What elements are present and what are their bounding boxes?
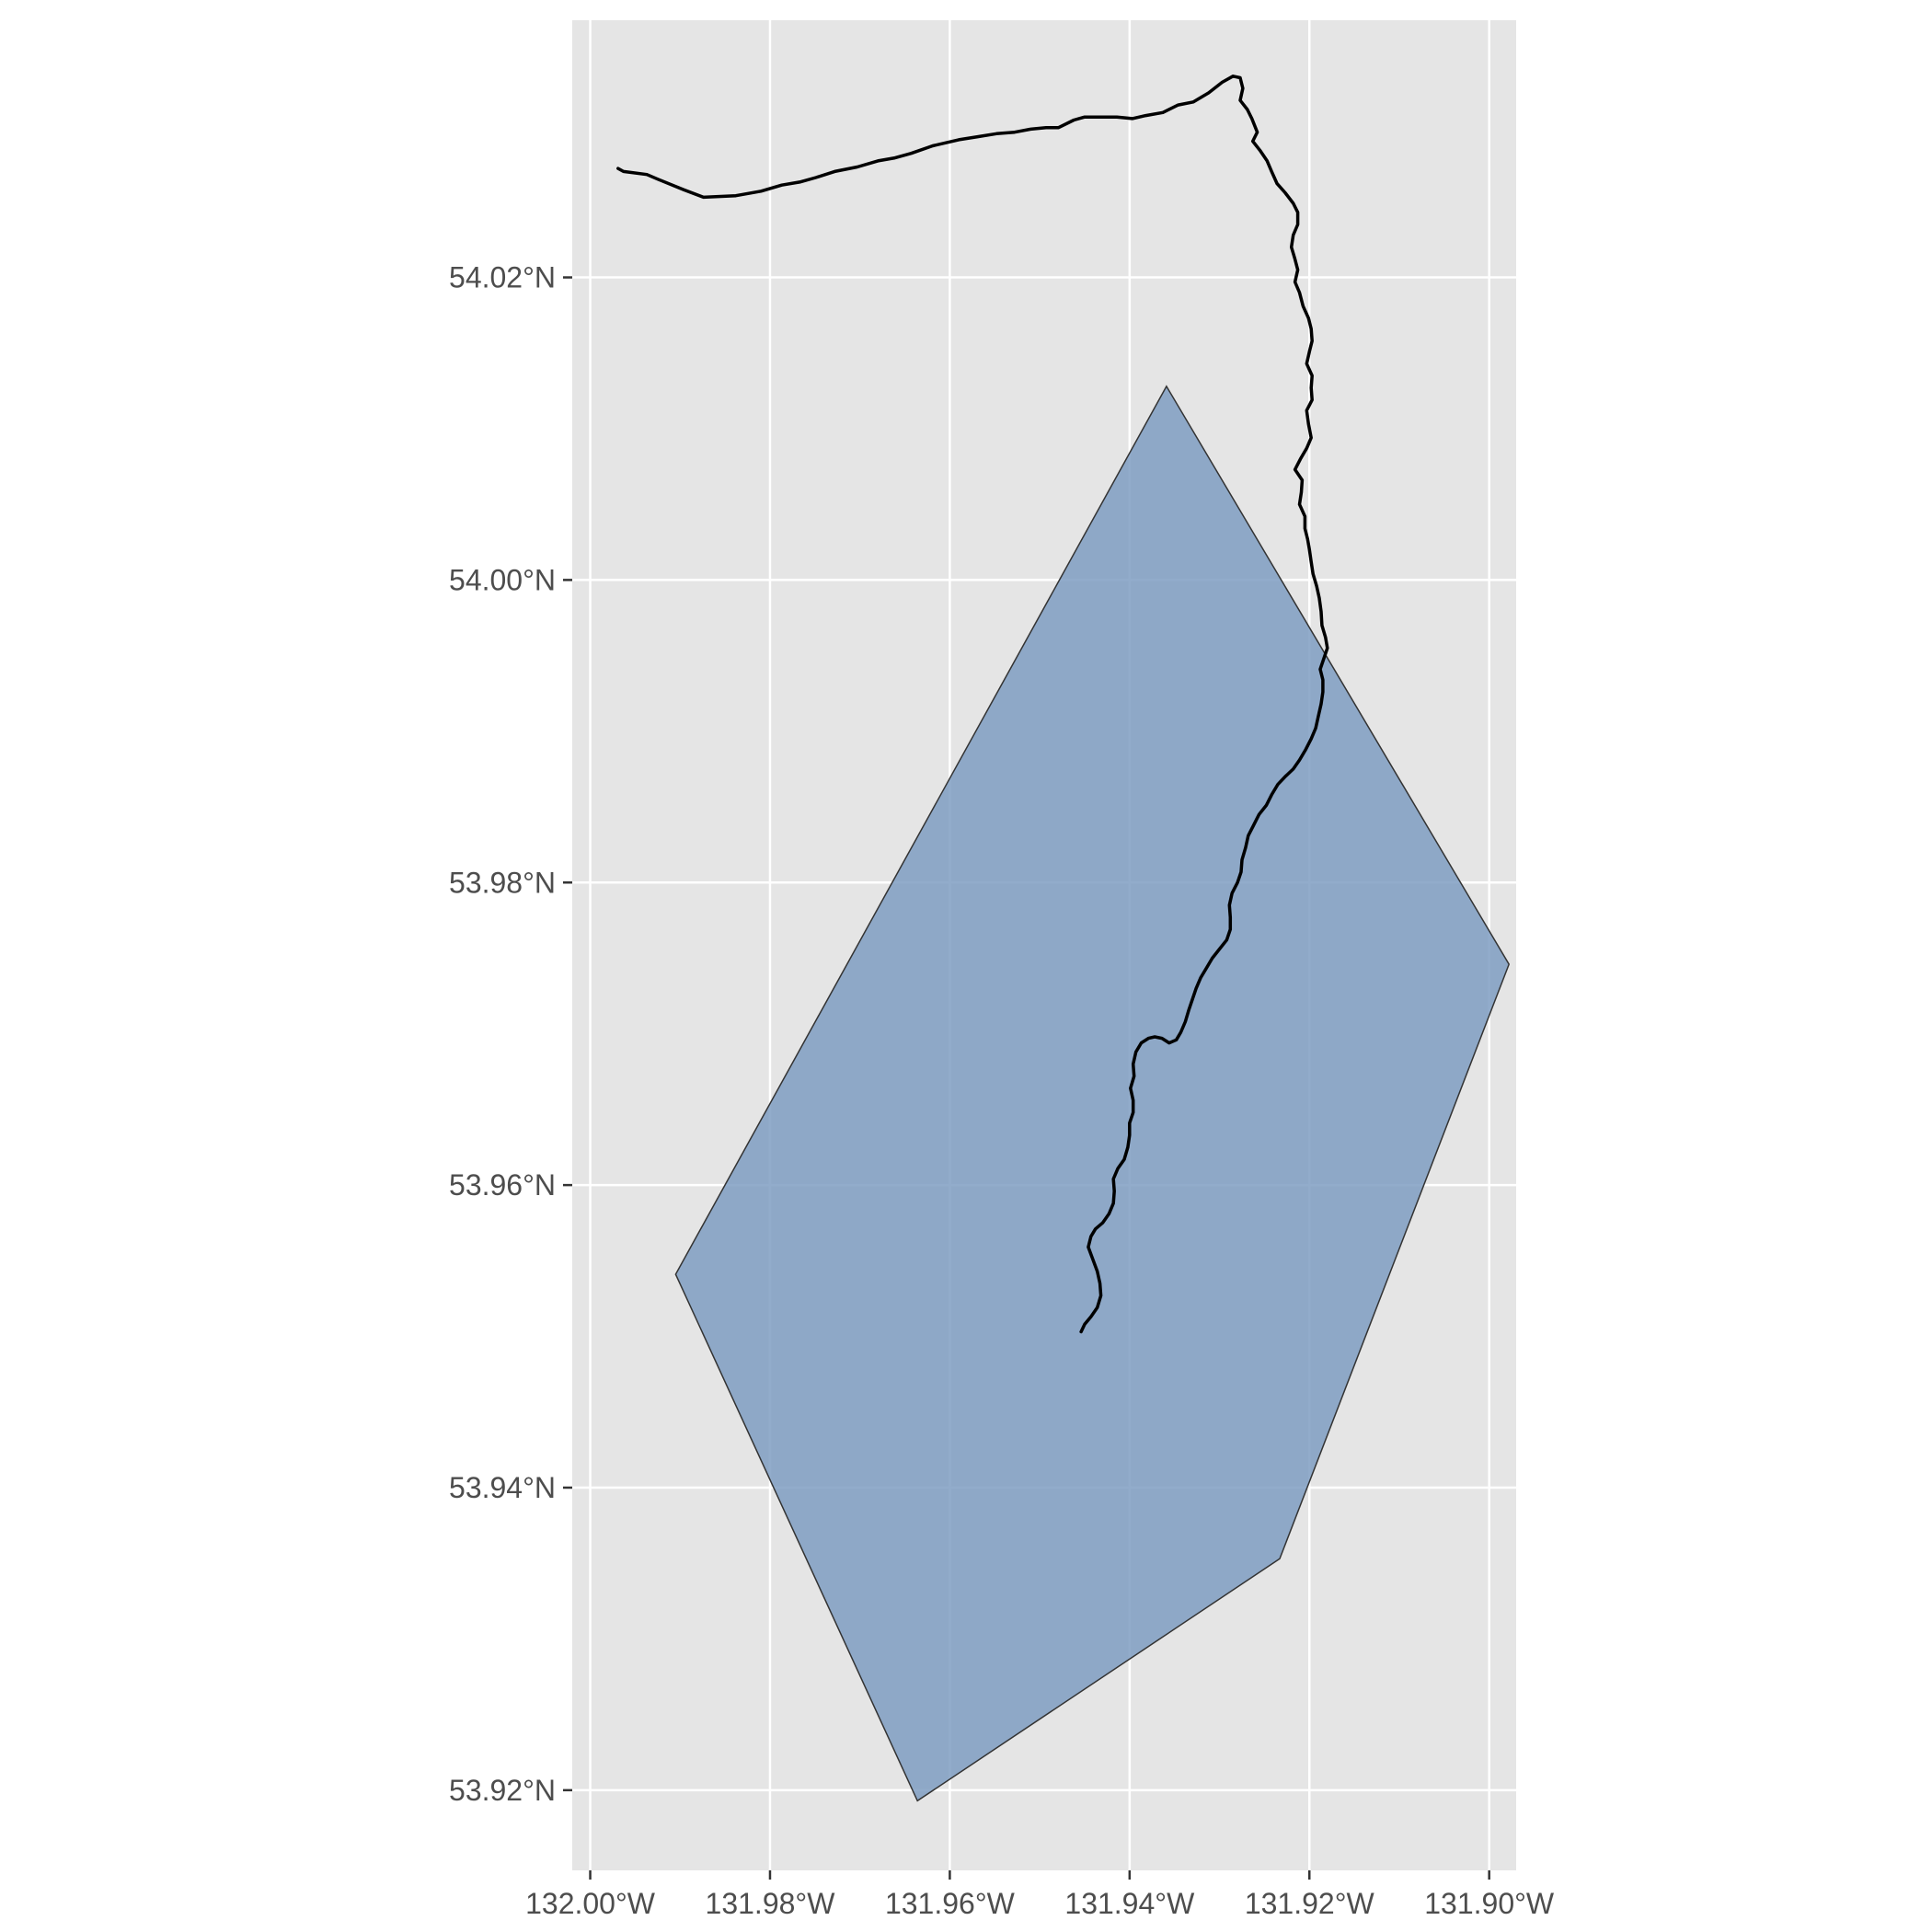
y-tick-label-3: 53.98°N [449,866,556,899]
x-axis: 132.00°W 131.98°W 131.96°W 131.94°W 131.92°W… [525,1870,1555,1920]
x-tick-label-1: 131.98°W [706,1887,836,1920]
region-polygon [674,385,1511,1802]
river-line [616,75,1329,1334]
map-shapes [616,75,1511,1802]
y-tick-label-1: 53.94°N [449,1471,556,1504]
y-axis: 53.92°N 53.94°N 53.96°N 53.98°N 54.00°N 54.02… [449,261,572,1807]
y-tick-label-4: 54.00°N [449,563,556,596]
x-tick-label-5: 131.90°W [1424,1887,1555,1920]
y-tick-label-0: 53.92°N [449,1774,556,1807]
y-tick-label-5: 54.02°N [449,261,556,294]
y-tick-label-2: 53.96°N [449,1168,556,1202]
x-tick-label-3: 131.94°W [1064,1887,1195,1920]
x-tick-label-4: 131.92°W [1245,1887,1375,1920]
x-tick-label-2: 131.96°W [885,1887,1016,1920]
x-tick-label-0: 132.00°W [525,1887,656,1920]
